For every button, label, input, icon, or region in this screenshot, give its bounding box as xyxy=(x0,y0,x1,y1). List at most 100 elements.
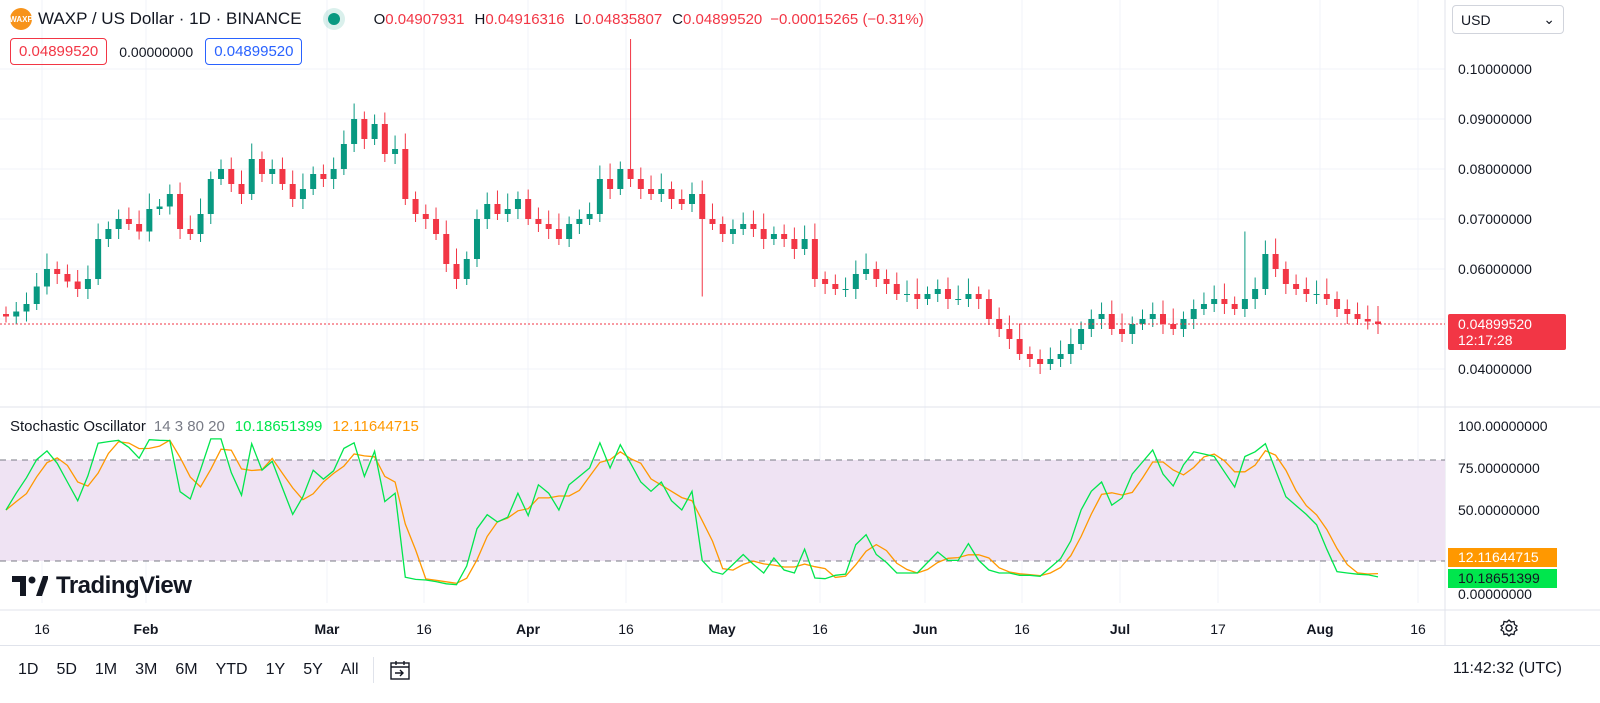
candle-body xyxy=(392,149,399,154)
calendar-goto-icon[interactable] xyxy=(388,658,412,682)
candle-body xyxy=(1016,339,1023,354)
candle-body xyxy=(965,294,972,299)
candle-body xyxy=(371,124,378,139)
low-value: 0.04835807 xyxy=(582,10,663,28)
price-axis[interactable]: 0.10000000 0.09000000 0.08000000 0.07000000… xyxy=(1458,61,1532,377)
symbol-legend[interactable]: WAXP WAXP / US Dollar · 1D · BINANCE O 0.… xyxy=(9,7,924,31)
candle-body xyxy=(586,214,593,219)
candle-body xyxy=(125,219,132,224)
candle-body xyxy=(443,234,450,264)
range-5y-button[interactable]: 5Y xyxy=(303,660,323,678)
candle-body xyxy=(750,224,757,229)
candle-body xyxy=(904,294,911,295)
candle-body xyxy=(23,304,30,312)
candle-body xyxy=(84,279,91,289)
candle-body xyxy=(617,169,624,189)
stoch-tick-label: 100.00000000 xyxy=(1458,418,1548,434)
candle-body xyxy=(760,229,767,239)
time-tick-label: Jun xyxy=(913,621,938,637)
candle-body xyxy=(351,119,358,144)
candle-body xyxy=(177,194,184,229)
candle-body xyxy=(381,124,388,154)
open-value: 0.04907931 xyxy=(385,10,465,28)
sell-button[interactable]: 0.04899520 xyxy=(10,38,108,65)
candle-body xyxy=(1313,294,1320,295)
candle-body xyxy=(95,239,102,279)
chart-canvas[interactable]: 0.10000000 0.09000000 0.08000000 0.07000000… xyxy=(0,0,1600,645)
candle-body xyxy=(873,269,880,279)
candle-body xyxy=(105,229,112,239)
candle-body xyxy=(975,294,982,299)
candle-body xyxy=(207,179,214,214)
currency-select[interactable]: USD ⌄ xyxy=(1452,5,1564,34)
candle-body xyxy=(955,299,962,300)
buy-button[interactable]: 0.04899520 xyxy=(205,38,303,65)
candle-body xyxy=(1108,314,1115,329)
candle-body xyxy=(822,279,829,284)
range-1m-button[interactable]: 1M xyxy=(94,660,118,678)
last-price-value: 0.04899520 xyxy=(1458,316,1532,332)
candle-body xyxy=(136,224,143,232)
candle-body xyxy=(1334,299,1341,309)
price-tick-label: 0.07000000 xyxy=(1458,211,1532,227)
candle-body xyxy=(228,169,235,184)
candle-body xyxy=(115,219,122,229)
candle-body xyxy=(74,281,81,289)
high-label: H xyxy=(474,10,486,28)
candle-body xyxy=(463,259,470,279)
range-1d-button[interactable]: 1D xyxy=(18,660,39,678)
candle-body xyxy=(678,199,685,204)
candle-body xyxy=(924,294,931,299)
stoch-legend[interactable]: Stochastic Oscillator 14 3 80 20 10.1865… xyxy=(10,418,419,435)
range-3m-button[interactable]: 3M xyxy=(135,660,158,678)
gear-icon[interactable] xyxy=(1499,618,1519,638)
candle-body xyxy=(330,169,337,179)
range-ytd-button[interactable]: YTD xyxy=(215,660,248,678)
range-6m-button[interactable]: 6M xyxy=(175,660,198,678)
candle-body xyxy=(944,289,951,299)
candle-body xyxy=(658,189,665,194)
candle-body xyxy=(166,194,173,207)
price-tick-label: 0.10000000 xyxy=(1458,61,1532,77)
candle-body xyxy=(1190,309,1197,319)
time-axis[interactable]: 16 Feb Mar 16 Apr 16 May 16 Jun 16 Jul 17 Aug 16 xyxy=(34,621,1426,637)
candle-body xyxy=(525,199,532,219)
candle-body xyxy=(1067,344,1074,354)
candle-body xyxy=(596,179,603,214)
candle-body xyxy=(832,284,839,289)
tradingview-logo[interactable]: TradingView xyxy=(12,572,192,600)
candle-body xyxy=(689,194,695,204)
candle-body xyxy=(269,169,276,174)
stoch-band xyxy=(0,460,1445,561)
candle-body xyxy=(1098,314,1105,319)
open-label: O xyxy=(373,10,386,28)
candle-body xyxy=(1037,359,1044,364)
candle-body xyxy=(1159,314,1166,324)
market-status-icon[interactable] xyxy=(327,13,340,25)
stoch-tick-label: 50.00000000 xyxy=(1458,502,1540,518)
candle-body xyxy=(1170,324,1177,329)
time-tick-label: Jul xyxy=(1110,621,1130,637)
candle-body xyxy=(504,209,511,214)
range-all-button[interactable]: All xyxy=(340,660,359,678)
candle-body xyxy=(770,234,777,239)
candle-body xyxy=(740,224,747,229)
stoch-d-value: 12.11644715 xyxy=(332,418,419,435)
candle-body xyxy=(1241,299,1248,309)
candle-body xyxy=(1262,254,1269,289)
candle-body xyxy=(412,199,419,214)
candle-body xyxy=(402,149,409,199)
range-1y-button[interactable]: 1Y xyxy=(265,660,286,678)
candle-body xyxy=(1303,289,1310,294)
candle-body xyxy=(422,214,429,219)
range-5d-button[interactable]: 5D xyxy=(56,660,77,678)
candle-body xyxy=(1139,319,1146,324)
candle-body xyxy=(576,219,583,224)
candle-body xyxy=(555,229,562,239)
stoch-axis[interactable]: 100.00000000 75.00000000 50.00000000 0.0000… xyxy=(1458,418,1548,602)
change-value: −0.00015265 (−0.31%) xyxy=(770,10,924,28)
utc-clock[interactable]: 11:42:32 (UTC) xyxy=(1452,660,1562,677)
time-tick-label: Aug xyxy=(1306,621,1333,637)
tradingview-logo-icon xyxy=(12,576,48,596)
symbol-title[interactable]: WAXP / US Dollar · 1D · BINANCE xyxy=(38,9,302,28)
